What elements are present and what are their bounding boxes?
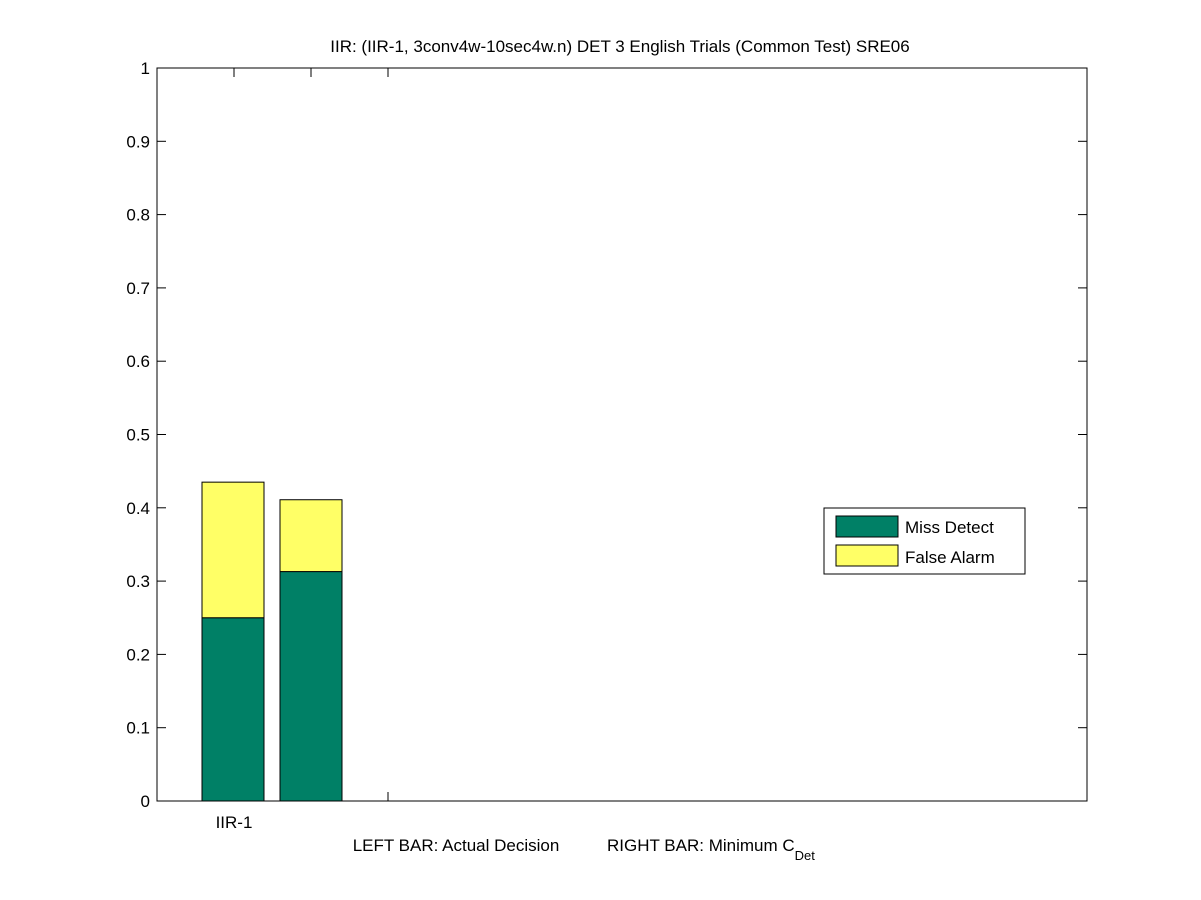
y-tick-label: 0.7: [126, 279, 150, 298]
y-tick-label: 0: [141, 792, 150, 811]
x-axis-label-right: RIGHT BAR: Minimum CDet: [607, 836, 815, 863]
y-axis: 0 0.1 0.2 0.3 0.4 0.5 0.6 0.7 0.8 0.9 1: [126, 59, 1087, 811]
bar-miss-detect: [201, 617, 265, 802]
y-tick-label: 1: [141, 59, 150, 78]
x-axis-label-left: LEFT BAR: Actual Decision: [353, 836, 560, 855]
legend: Miss Detect False Alarm: [823, 507, 1026, 575]
legend-swatch-false-alarm: [835, 544, 899, 567]
bar-false-alarm: [279, 499, 343, 573]
chart-title: IIR: (IIR-1, 3conv4w-10sec4w.n) DET 3 En…: [330, 37, 909, 56]
y-tick-label: 0.8: [126, 206, 150, 225]
legend-label-false-alarm: False Alarm: [905, 548, 995, 567]
x-axis-label-right-main: RIGHT BAR: Minimum C: [607, 836, 795, 855]
legend-swatch-miss-detect: [835, 515, 899, 538]
bars: [201, 481, 343, 802]
bar-false-alarm: [201, 481, 265, 619]
y-tick-label: 0.3: [126, 572, 150, 591]
y-tick-label: 0.9: [126, 132, 150, 151]
y-tick-label: 0.4: [126, 499, 150, 518]
bar-miss-detect: [279, 571, 343, 802]
y-tick-label: 0.5: [126, 426, 150, 445]
x-axis-label-right-subscript: Det: [795, 848, 816, 863]
y-tick-label: 0.2: [126, 645, 150, 664]
x-tick-label: IIR-1: [216, 813, 253, 832]
y-tick-label: 0.6: [126, 352, 150, 371]
legend-label-miss-detect: Miss Detect: [905, 518, 994, 537]
y-tick-label: 0.1: [126, 719, 150, 738]
